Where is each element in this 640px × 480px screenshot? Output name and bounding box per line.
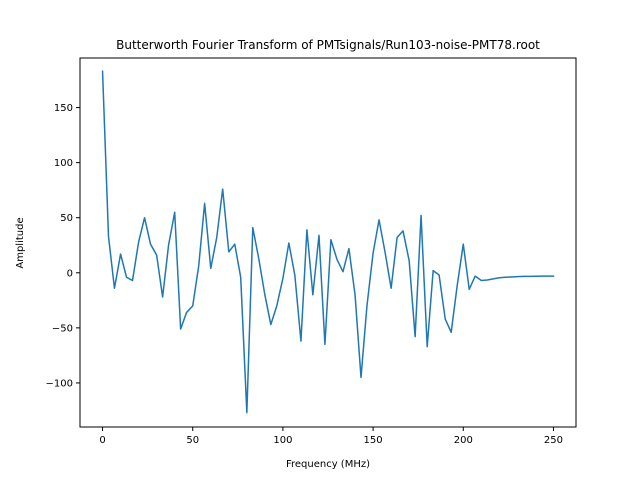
- x-axis: 0 50 100 150 200 250: [99, 427, 563, 446]
- y-tick-label: 100: [54, 158, 73, 169]
- x-tick-label: 250: [544, 435, 563, 446]
- x-tick-label: 100: [273, 435, 292, 446]
- chart-title: Butterworth Fourier Transform of PMTsign…: [116, 38, 540, 52]
- plot-frame: [79, 57, 577, 428]
- x-tick-label: 200: [454, 435, 473, 446]
- plot-area: [101, 70, 555, 414]
- y-tick-label: −50: [52, 323, 73, 334]
- y-tick-label: 0: [67, 268, 73, 279]
- y-axis: −100 −50 0 50 100 150: [46, 103, 80, 389]
- x-tick-label: 0: [99, 435, 105, 446]
- y-axis-label: Amplitude: [15, 217, 26, 268]
- x-tick-label: 50: [186, 435, 199, 446]
- series-line-0: [101, 70, 555, 414]
- x-tick-label: 150: [364, 435, 383, 446]
- x-axis-label: Frequency (MHz): [286, 459, 370, 470]
- y-tick-label: −100: [46, 378, 73, 389]
- y-tick-label: 50: [60, 213, 73, 224]
- y-tick-label: 150: [54, 103, 73, 114]
